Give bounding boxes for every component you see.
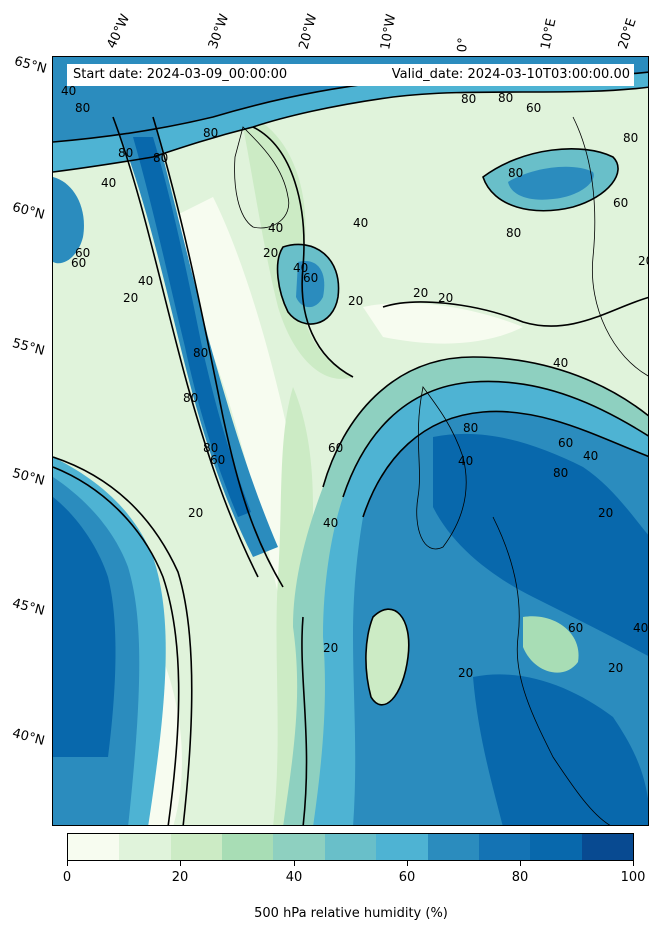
contour-value-label: 80 bbox=[118, 146, 133, 160]
lat-label-40n: 40°N bbox=[10, 726, 47, 749]
contour-value-label: 20 bbox=[458, 666, 473, 680]
colorbar-segment bbox=[119, 834, 171, 860]
contour-value-label: 20 bbox=[123, 291, 138, 305]
contour-value-label: 80 bbox=[183, 391, 198, 405]
contour-value-label: 60 bbox=[613, 196, 628, 210]
colorbar-segment bbox=[324, 834, 377, 860]
colorbar-tick bbox=[294, 861, 295, 866]
contour-value-label: 60 bbox=[210, 453, 225, 467]
contour-value-label: 60 bbox=[568, 621, 583, 635]
contour-value-label: 20 bbox=[263, 246, 278, 260]
colorbar-segment bbox=[68, 834, 120, 860]
colorbar-tick bbox=[633, 861, 634, 866]
lat-label-45n: 45°N bbox=[10, 596, 47, 619]
contour-value-label: 80 bbox=[553, 466, 568, 480]
contour-value-label: 60 bbox=[328, 441, 343, 455]
contour-value-label: 80 bbox=[498, 91, 513, 105]
colorbar-segment bbox=[170, 834, 223, 860]
colorbar-label: 500 hPa relative humidity (%) bbox=[254, 906, 448, 921]
colorbar-ticklabel: 80 bbox=[511, 870, 529, 885]
lon-label-20w: 20°W bbox=[296, 12, 321, 51]
contour-value-label: 80 bbox=[623, 131, 638, 145]
contour-value-label: 40 bbox=[458, 454, 473, 468]
contour-value-label: 40 bbox=[138, 274, 153, 288]
lon-label-30w: 30°W bbox=[205, 12, 233, 51]
colorbar-segment bbox=[530, 834, 582, 860]
contour-value-label: 80 bbox=[203, 441, 218, 455]
contour-value-label: 40 bbox=[553, 356, 568, 370]
colorbar-segment bbox=[376, 834, 428, 860]
contour-value-label: 20 bbox=[323, 641, 338, 655]
lon-label-10e: 10°E bbox=[538, 17, 560, 52]
lon-label-40w: 40°W bbox=[104, 12, 134, 51]
colorbar-ticklabel: 20 bbox=[171, 870, 189, 885]
contour-value-label: 40 bbox=[101, 176, 116, 190]
humidity-peak-west bbox=[53, 497, 116, 757]
colorbar-ticklabel: 100 bbox=[620, 870, 646, 885]
start-date-label: Start date: 2024-03-09_00:00:00 bbox=[73, 67, 288, 82]
contour-value-label: 80 bbox=[463, 421, 478, 435]
colorbar-segment bbox=[427, 834, 479, 860]
contour-value-label: 40 bbox=[353, 216, 368, 230]
lon-label-10w: 10°W bbox=[378, 13, 400, 52]
humidity-peak-southeast bbox=[473, 674, 648, 825]
contour-value-label: 40 bbox=[268, 221, 283, 235]
lon-label-0: 0° bbox=[455, 36, 472, 53]
colorbar-tick bbox=[520, 861, 521, 866]
lat-label-50n: 50°N bbox=[10, 466, 47, 489]
colorbar bbox=[67, 833, 634, 861]
colorbar-tick bbox=[180, 861, 181, 866]
valid-date-label: Valid_date: 2024-03-10T03:00:00.00 bbox=[391, 67, 630, 82]
dry-patch-southeast bbox=[365, 609, 409, 705]
contour-value-label: 80 bbox=[506, 226, 521, 240]
lat-label-55n: 55°N bbox=[10, 336, 47, 359]
contour-value-label: 80 bbox=[461, 92, 476, 106]
colorbar-tick bbox=[407, 861, 408, 866]
lon-label-20e: 20°E bbox=[615, 16, 640, 51]
colorbar-segment bbox=[478, 834, 531, 860]
contour-value-label: 80 bbox=[203, 126, 218, 140]
dry-patch-north-sea bbox=[363, 303, 523, 344]
lat-label-60n: 60°N bbox=[10, 200, 47, 223]
contour-value-label: 60 bbox=[71, 256, 86, 270]
colorbar-ticklabel: 40 bbox=[285, 870, 303, 885]
colorbar-tick bbox=[67, 861, 68, 866]
contour-value-label: 40 bbox=[323, 516, 338, 530]
humidity-core-diagonal bbox=[133, 137, 251, 517]
contour-value-label: 40 bbox=[61, 84, 76, 98]
contour-value-label: 20 bbox=[598, 506, 613, 520]
colorbar-segment bbox=[222, 834, 274, 860]
contour-value-label: 80 bbox=[193, 346, 208, 360]
lat-label-65n: 65°N bbox=[12, 54, 49, 77]
humidity-blob-northwest bbox=[53, 177, 84, 264]
coastlines bbox=[234, 116, 648, 825]
contour-value-label: 20 bbox=[438, 291, 453, 305]
humidity-blob-northeast-core bbox=[508, 166, 594, 200]
contour-value-label: 60 bbox=[75, 246, 90, 260]
contour-value-label: 20 bbox=[413, 286, 428, 300]
moist-patch-east bbox=[523, 616, 579, 673]
contour-value-label: 20 bbox=[608, 661, 623, 675]
contour-value-label: 60 bbox=[526, 101, 541, 115]
colorbar-segment bbox=[581, 834, 633, 860]
contour-value-label: 40 bbox=[583, 449, 598, 463]
contour-value-label: 80 bbox=[153, 151, 168, 165]
contour-value-label: 80 bbox=[75, 101, 90, 115]
contour-value-label: 40 bbox=[633, 621, 648, 635]
contour-value-label: 60 bbox=[558, 436, 573, 450]
contour-value-label: 60 bbox=[303, 271, 318, 285]
humidity-peak-east bbox=[433, 433, 648, 656]
contour-value-label: 20 bbox=[638, 254, 649, 268]
contour-value-label: 20 bbox=[188, 506, 203, 520]
map-panel: 40 80 80 80 80 60 40 40 20 60 40 20 40 20 20 40 60 80 80 20… bbox=[52, 56, 649, 826]
colorbar-ticklabel: 60 bbox=[398, 870, 416, 885]
contour-value-label: 40 bbox=[293, 261, 308, 275]
contour-value-label: 20 bbox=[348, 294, 363, 308]
colorbar-segment bbox=[273, 834, 325, 860]
contour-value-label: 80 bbox=[508, 166, 523, 180]
date-header: Start date: 2024-03-09_00:00:00 Valid_da… bbox=[67, 64, 634, 86]
colorbar-ticklabel: 0 bbox=[62, 870, 72, 885]
